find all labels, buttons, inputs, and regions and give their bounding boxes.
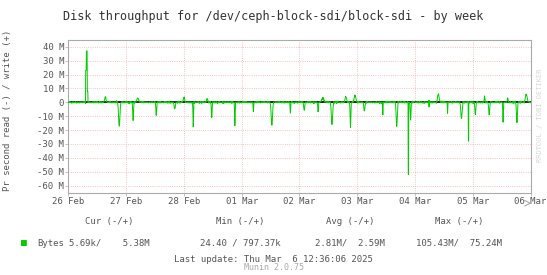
Text: Bytes: Bytes xyxy=(37,239,64,248)
Text: 2.81M/  2.59M: 2.81M/ 2.59M xyxy=(315,239,385,248)
Text: 105.43M/  75.24M: 105.43M/ 75.24M xyxy=(416,239,503,248)
Text: RRDTOOL / TOBI OETIKER: RRDTOOL / TOBI OETIKER xyxy=(537,69,543,162)
Text: Last update: Thu Mar  6 12:36:06 2025: Last update: Thu Mar 6 12:36:06 2025 xyxy=(174,255,373,264)
Text: Pr second read (-) / write (+): Pr second read (-) / write (+) xyxy=(3,29,11,191)
Text: Munin 2.0.75: Munin 2.0.75 xyxy=(243,263,304,272)
Text: 24.40 / 797.37k: 24.40 / 797.37k xyxy=(200,239,281,248)
Text: 5.69k/    5.38M: 5.69k/ 5.38M xyxy=(69,239,150,248)
Text: Max (-/+): Max (-/+) xyxy=(435,217,484,226)
Text: Min (-/+): Min (-/+) xyxy=(217,217,265,226)
Text: Avg (-/+): Avg (-/+) xyxy=(326,217,374,226)
Text: Cur (-/+): Cur (-/+) xyxy=(85,217,133,226)
Text: Disk throughput for /dev/ceph-block-sdi/block-sdi - by week: Disk throughput for /dev/ceph-block-sdi/… xyxy=(63,10,484,23)
Text: ■: ■ xyxy=(21,238,27,248)
